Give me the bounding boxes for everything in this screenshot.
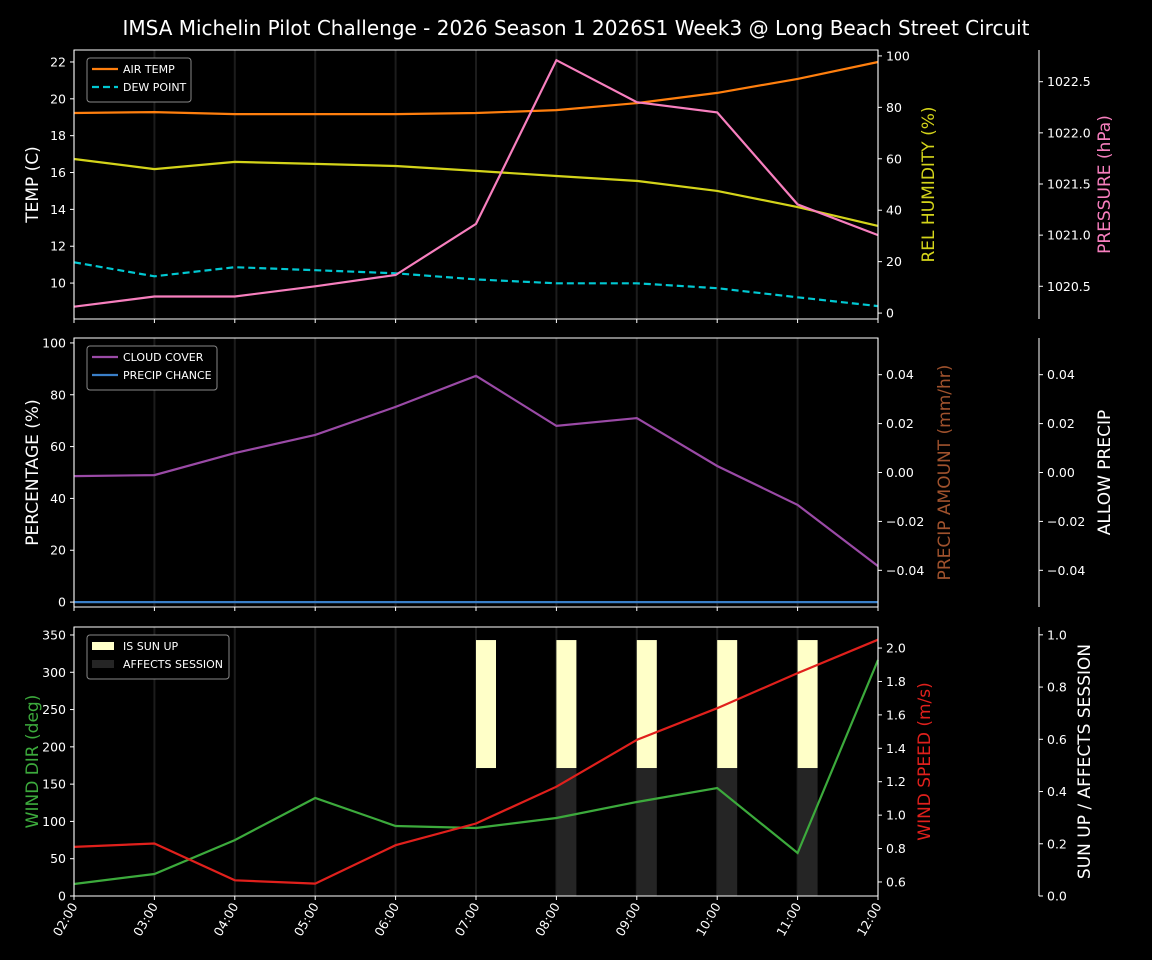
y-tick-label: 22 bbox=[50, 54, 66, 69]
series-line-air-temp bbox=[73, 60, 879, 116]
y-tick-label: 20 bbox=[886, 254, 902, 269]
y-tick-label: 200 bbox=[42, 739, 66, 754]
y-tick-label: 50 bbox=[50, 851, 66, 866]
y-tick-label: 0.6 bbox=[1047, 732, 1067, 747]
legend-entry: DEW POINT bbox=[123, 81, 187, 94]
panel-2: 0 20 40 60 80 100 PERCENTAGE (%) −0.04 −0.02 0.00… bbox=[23, 335, 1115, 611]
legend-swatch bbox=[92, 642, 114, 650]
legend: AIR TEMP DEW POINT bbox=[86, 57, 192, 103]
sun-up-bar bbox=[476, 640, 496, 769]
y-tick-label: 0.04 bbox=[1047, 367, 1075, 382]
sun-up-bar bbox=[797, 640, 818, 769]
affects-session-bar bbox=[717, 768, 738, 896]
series-line-0 bbox=[73, 659, 880, 886]
y-tick-label: 0.00 bbox=[1047, 465, 1075, 480]
affects-session-bar bbox=[797, 768, 818, 896]
y-tick-label: 40 bbox=[50, 491, 66, 506]
y-tick-label: 18 bbox=[50, 128, 66, 143]
axis-label: PRESSURE (hPa) bbox=[1095, 115, 1115, 254]
axis-label: SUN UP / AFFECTS SESSION bbox=[1075, 644, 1095, 879]
y-tick-label: 0.6 bbox=[886, 874, 906, 889]
y-tick-label: 1021.5 bbox=[1047, 176, 1091, 191]
y-tick-label: −0.02 bbox=[1047, 514, 1085, 529]
y-tick-label: 0.2 bbox=[1047, 836, 1067, 851]
axis-label: WIND DIR (deg) bbox=[23, 695, 43, 829]
legend: IS SUN UP AFFECTS SESSION bbox=[86, 634, 230, 680]
y-tick-label: 16 bbox=[50, 165, 66, 180]
y-tick-label: 300 bbox=[42, 665, 66, 680]
y-tick-label: 60 bbox=[50, 439, 66, 454]
legend-entry: PRECIP CHANCE bbox=[123, 369, 212, 382]
series-line-dew-point bbox=[73, 261, 879, 308]
legend-frame bbox=[86, 345, 218, 391]
y-tick-label: 250 bbox=[42, 702, 66, 717]
axis-label: WIND SPEED (m/s) bbox=[915, 682, 935, 840]
y-tick-label: 0 bbox=[58, 889, 66, 904]
y-tick-label: 80 bbox=[886, 100, 902, 115]
y-tick-label: 1.0 bbox=[1047, 627, 1067, 642]
y-tick-label: 80 bbox=[50, 387, 66, 402]
y-tick-label: −0.02 bbox=[886, 514, 924, 529]
y-tick-label: −0.04 bbox=[886, 563, 924, 578]
affects-session-bar bbox=[636, 768, 657, 896]
y-tick-label: 1022.0 bbox=[1047, 125, 1091, 140]
y-tick-label: 1021.0 bbox=[1047, 228, 1091, 243]
y-tick-label: 40 bbox=[886, 203, 902, 218]
y-tick-label: 350 bbox=[42, 627, 66, 642]
y-tick-label: 100 bbox=[42, 814, 66, 829]
y-tick-label: 0.4 bbox=[1047, 784, 1067, 799]
legend-frame bbox=[86, 634, 230, 680]
legend-entry: AIR TEMP bbox=[123, 63, 175, 76]
sun-up-bar bbox=[556, 640, 577, 769]
series-line-cloud-cover bbox=[73, 374, 879, 567]
y-tick-label: 1.8 bbox=[886, 674, 906, 689]
legend-swatch bbox=[92, 660, 114, 668]
y-tick-label: 1.0 bbox=[886, 808, 906, 823]
y-tick-label: 100 bbox=[42, 335, 66, 350]
legend-entry: AFFECTS SESSION bbox=[123, 658, 223, 671]
y-tick-label: 0 bbox=[58, 595, 66, 610]
affects-session-bar bbox=[556, 768, 577, 896]
y-tick-label: 1022.5 bbox=[1047, 74, 1091, 89]
panel-1: 10 12 14 16 18 20 22 TEMP (C) 0 20 40 60 80 100 REL HU… bbox=[23, 48, 1115, 323]
axis-label: ALLOW PRECIP bbox=[1095, 410, 1115, 536]
axis-label: PRECIP AMOUNT (mm/hr) bbox=[935, 365, 955, 581]
y-tick-label: 0.02 bbox=[886, 416, 914, 431]
y-tick-label: 0.04 bbox=[886, 367, 914, 382]
y-tick-label: 14 bbox=[50, 202, 66, 217]
y-tick-label: 1.4 bbox=[886, 741, 906, 756]
y-tick-label: 100 bbox=[886, 48, 910, 63]
y-tick-label: 0.00 bbox=[886, 465, 914, 480]
y-tick-label: 0 bbox=[886, 306, 894, 321]
y-tick-label: −0.04 bbox=[1047, 563, 1085, 578]
legend-entry: CLOUD COVER bbox=[123, 351, 204, 364]
y-tick-label: 0.8 bbox=[886, 841, 906, 856]
y-tick-label: 0.8 bbox=[1047, 680, 1067, 695]
y-tick-label: 20 bbox=[50, 91, 66, 106]
sun-up-bar bbox=[636, 640, 657, 769]
legend: CLOUD COVER PRECIP CHANCE bbox=[86, 345, 218, 391]
legend-entry: IS SUN UP bbox=[123, 640, 179, 653]
axis-label: PERCENTAGE (%) bbox=[23, 399, 43, 545]
y-tick-label: 1.6 bbox=[886, 707, 906, 722]
series-line-3 bbox=[73, 58, 879, 308]
axis-label: REL HUMIDITY (%) bbox=[919, 106, 939, 262]
y-tick-label: 12 bbox=[50, 239, 66, 254]
y-tick-label: 0.0 bbox=[1047, 889, 1067, 904]
axis-label: TEMP (C) bbox=[23, 146, 43, 224]
chart-title: IMSA Michelin Pilot Challenge - 2026 Sea… bbox=[122, 16, 1029, 40]
y-tick-label: 10 bbox=[50, 276, 66, 291]
y-tick-label: 0.02 bbox=[1047, 416, 1075, 431]
y-tick-label: 1020.5 bbox=[1047, 279, 1091, 294]
y-tick-label: 150 bbox=[42, 777, 66, 792]
y-tick-label: 20 bbox=[50, 543, 66, 558]
y-tick-label: 2.0 bbox=[886, 641, 906, 656]
y-tick-label: 1.2 bbox=[886, 774, 906, 789]
series-line-2 bbox=[73, 157, 879, 227]
series-line-1 bbox=[73, 638, 879, 885]
y-tick-label: 60 bbox=[886, 151, 902, 166]
